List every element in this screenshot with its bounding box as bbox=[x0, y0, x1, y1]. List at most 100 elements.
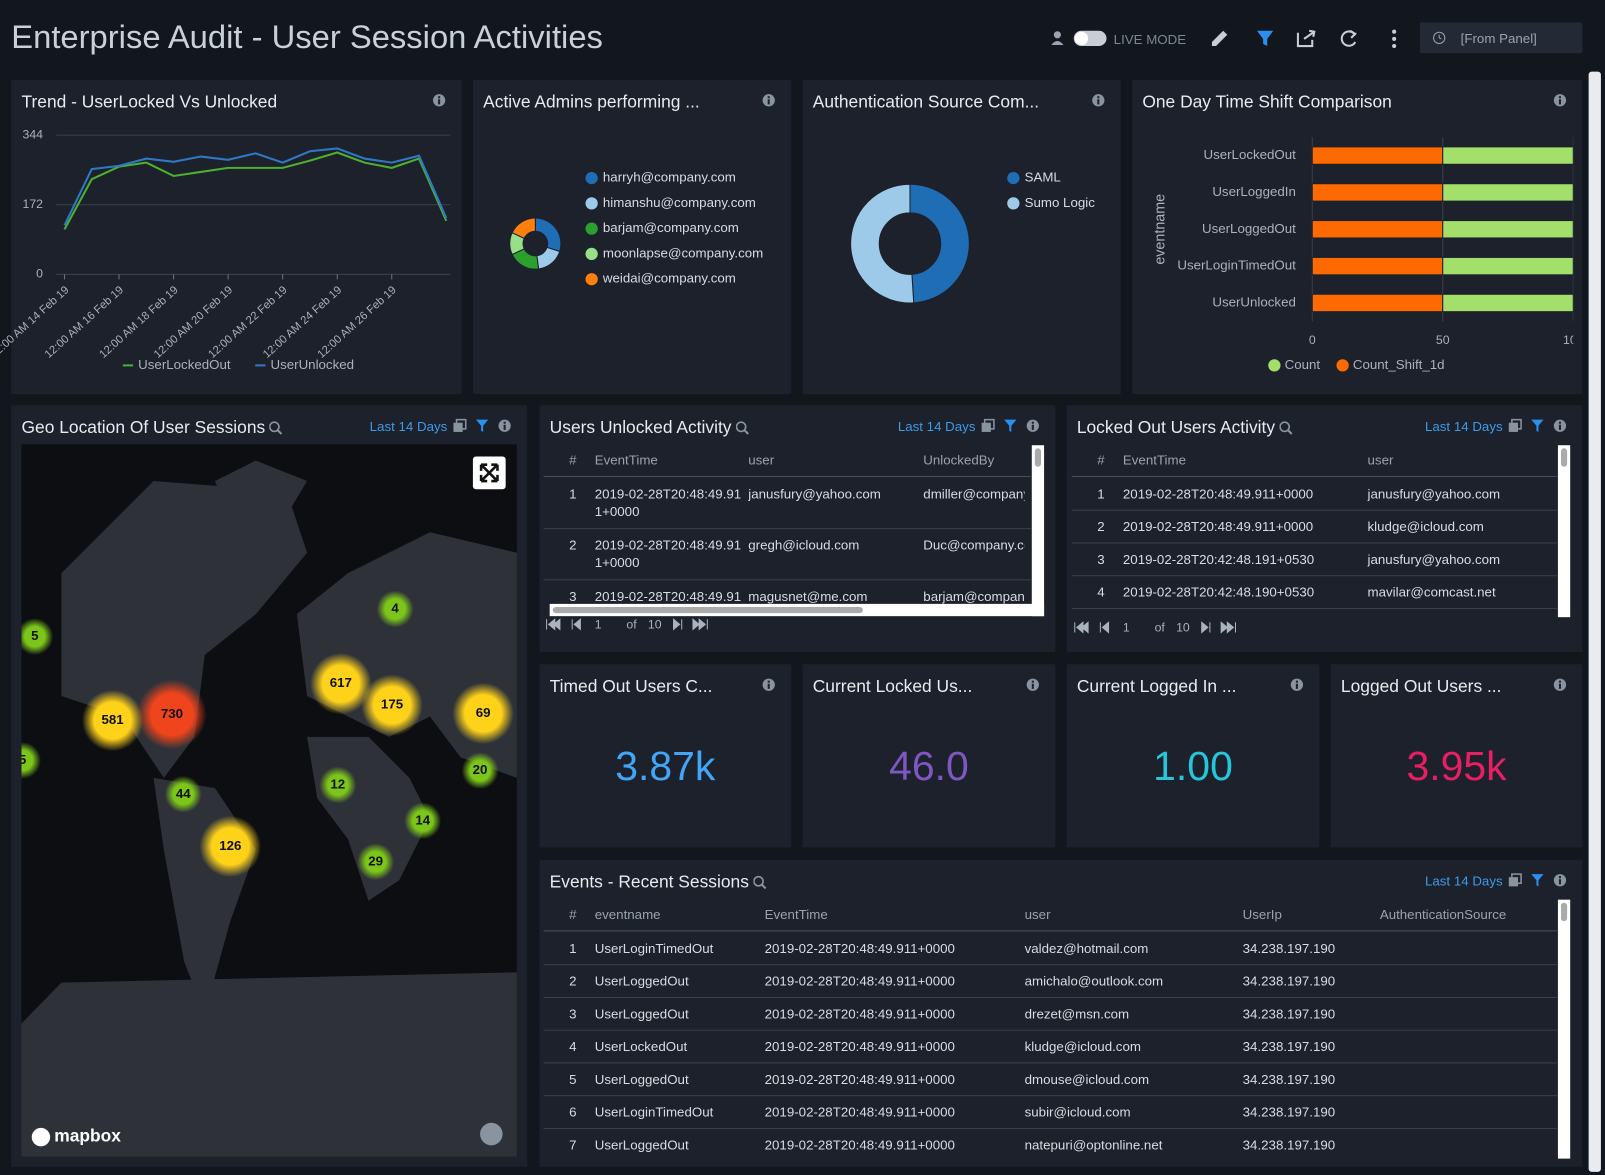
icon-part bbox=[1433, 31, 1446, 45]
panel-title-row: Current Locked Us... bbox=[813, 677, 973, 697]
table-cell: 3 bbox=[1097, 551, 1105, 568]
menu-icon bbox=[1392, 36, 1397, 41]
column-header: user bbox=[1367, 452, 1394, 468]
table-cell: 34.238.197.190 bbox=[1242, 940, 1336, 956]
menu-icon[interactable] bbox=[1392, 29, 1397, 34]
panel bbox=[802, 79, 1121, 395]
table-cell: UserLoggedOut bbox=[594, 1071, 689, 1087]
single-value: 3.87k bbox=[615, 744, 716, 790]
column-header: EventTime bbox=[1122, 452, 1187, 468]
panel-title-row: Current Logged In ... bbox=[1077, 677, 1237, 697]
table-body: 1 2019-02-28T20:48:49.911+0000 janusfury@y… bbox=[0, 445, 1605, 609]
panel-title-row: Users Unlocked Activity bbox=[550, 418, 750, 438]
page-scrollbar[interactable] bbox=[1588, 71, 1601, 1172]
panel-title-row: One Day Time Shift Comparison bbox=[1142, 92, 1392, 112]
panel-title: Trend - UserLocked Vs Unlocked bbox=[21, 92, 278, 112]
table-cell: gregh@icloud.com bbox=[748, 537, 860, 553]
time-range-label[interactable]: Last 14 Days bbox=[1424, 418, 1503, 434]
search-icon[interactable] bbox=[269, 421, 283, 435]
user-icon bbox=[1051, 31, 1064, 46]
table-cell: UserLockedOut bbox=[594, 1038, 688, 1055]
row-rule bbox=[543, 1029, 1557, 1031]
v-scrollbar[interactable] bbox=[1557, 899, 1571, 1159]
icon-part bbox=[1279, 421, 1290, 433]
single-value: 46.0 bbox=[889, 744, 969, 790]
table-cell: 3 bbox=[569, 588, 577, 604]
clock-icon bbox=[1433, 31, 1446, 45]
v-scroll-thumb bbox=[1034, 448, 1042, 467]
icon-part bbox=[760, 883, 767, 890]
table-cell: 2019-02-28T20:48:49.911+0000 bbox=[764, 940, 955, 956]
column-header: UserIp bbox=[1242, 906, 1282, 923]
v-scroll-thumb bbox=[1560, 448, 1568, 467]
table-cell: 2019-02-28T20:48:49.911+0000 bbox=[764, 1104, 955, 1120]
table-cell: janusfury@yahoo.com bbox=[748, 486, 881, 502]
row-rule bbox=[1071, 607, 1557, 609]
v-scroll-thumb bbox=[1560, 902, 1568, 922]
table-cell: Duc@company.com bbox=[923, 537, 1024, 553]
v-scrollbar[interactable] bbox=[1557, 445, 1571, 618]
table-cell: UserLoggedOut bbox=[594, 1006, 689, 1022]
search-icon[interactable] bbox=[735, 421, 749, 435]
panel bbox=[1066, 405, 1583, 652]
table-cell: 1 bbox=[1097, 486, 1105, 502]
toolbar-icons bbox=[1211, 29, 1397, 49]
table-cell: 2019-02-28T20:48:49.911+0000 bbox=[1122, 486, 1314, 502]
table-cell: drezet@msn.com bbox=[1024, 1006, 1130, 1022]
panel-title-row: Locked Out Users Activity bbox=[1077, 418, 1294, 438]
table-cell: 6 bbox=[569, 1104, 577, 1120]
panel-title-row: Logged Out Users ... bbox=[1341, 677, 1502, 697]
refresh-icon[interactable] bbox=[1340, 29, 1357, 47]
filter-icon[interactable] bbox=[1256, 30, 1274, 47]
icon-part bbox=[269, 421, 280, 433]
panel-title: Users Unlocked Activity bbox=[549, 417, 732, 438]
table-cell: 2019-02-28T20:48:49.911+0000 bbox=[764, 1038, 955, 1055]
row-rule bbox=[543, 1062, 1557, 1064]
panel bbox=[1330, 664, 1583, 848]
search-icon[interactable] bbox=[1279, 421, 1293, 435]
icon-part bbox=[753, 875, 764, 887]
table-cell: UserLoggedOut bbox=[594, 973, 689, 989]
toggle-knob bbox=[1074, 31, 1089, 46]
time-range-label[interactable]: Last 14 Days bbox=[1424, 873, 1503, 889]
table-cell: mavilar@comcast.net bbox=[1367, 584, 1496, 600]
time-range-text: [From Panel] bbox=[1460, 30, 1537, 47]
table-cell: 2019-02-28T20:48:49.911+0000 bbox=[764, 973, 955, 989]
live-toggle[interactable] bbox=[1073, 30, 1107, 47]
edit-icon[interactable] bbox=[1211, 30, 1228, 47]
search-icon[interactable] bbox=[735, 421, 750, 435]
table-cell: 2 bbox=[1097, 518, 1105, 535]
table-cell: 2019-02-28T20:48:49.911+0000 bbox=[594, 537, 742, 571]
dashboard-title: Enterprise Audit - User Session Activiti… bbox=[11, 18, 603, 56]
header-rule bbox=[1071, 475, 1557, 477]
row-rule bbox=[543, 964, 1557, 966]
panel bbox=[472, 79, 792, 395]
panel-title: Logged Out Users ... bbox=[1340, 676, 1502, 696]
panel-title-row: Authentication Source Com... bbox=[813, 92, 1039, 112]
table-cell: dmouse@icloud.com bbox=[1024, 1071, 1150, 1087]
row-rule bbox=[543, 528, 1031, 530]
time-range-label[interactable]: Last 14 Days bbox=[897, 418, 976, 434]
header-rule bbox=[543, 930, 1557, 932]
search-icon[interactable] bbox=[1279, 421, 1293, 435]
table-cell: 34.238.197.190 bbox=[1242, 1006, 1336, 1022]
row-rule bbox=[543, 1127, 1557, 1129]
search-icon[interactable] bbox=[753, 875, 767, 890]
time-range-box[interactable]: [From Panel] bbox=[1419, 22, 1583, 54]
panel-title: Current Logged In ... bbox=[1076, 676, 1237, 696]
table-cell: kludge@icloud.com bbox=[1024, 1038, 1141, 1055]
table-cell: 3 bbox=[569, 1006, 577, 1022]
table-body: 1 2019-02-28T20:48:49.911+0000 janusfury@y… bbox=[0, 445, 1605, 606]
icon-part bbox=[276, 429, 283, 435]
table-cell: 1 bbox=[569, 486, 577, 502]
time-range-label[interactable]: Last 14 Days bbox=[369, 418, 448, 434]
column-header: # bbox=[1097, 452, 1105, 468]
search-icon[interactable] bbox=[753, 875, 767, 890]
row-rule bbox=[1071, 542, 1557, 544]
v-scrollbar[interactable] bbox=[1031, 445, 1045, 617]
live-mode-label[interactable]: LIVE MODE bbox=[1113, 31, 1187, 48]
share-icon[interactable] bbox=[1296, 29, 1316, 48]
table-cell: 1 bbox=[569, 940, 577, 956]
search-icon[interactable] bbox=[269, 421, 283, 435]
table-cell: 34.238.197.190 bbox=[1242, 973, 1336, 989]
